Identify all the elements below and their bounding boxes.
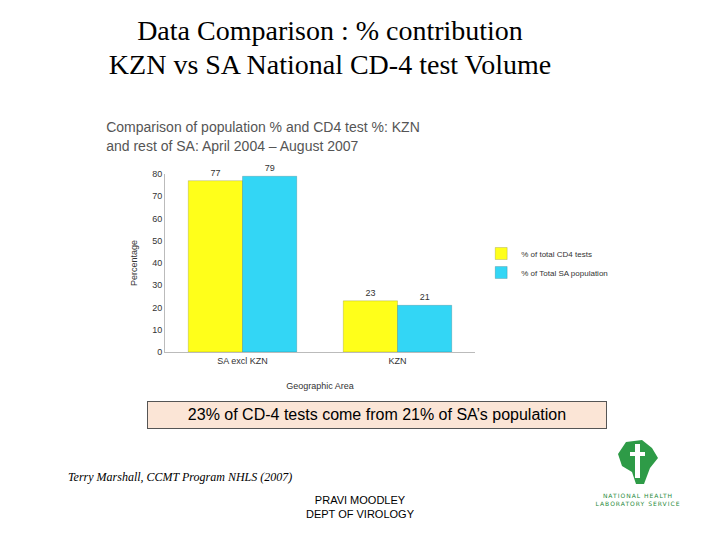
svg-text:30: 30 bbox=[152, 280, 162, 290]
svg-text:70: 70 bbox=[152, 191, 162, 201]
svg-text:50: 50 bbox=[152, 236, 162, 246]
html-text:LABORATORY SERVICE: LABORATORY SERVICE bbox=[595, 500, 681, 507]
svg-text:% of Total SA population: % of Total SA population bbox=[521, 269, 608, 278]
html-text:KZN vs SA National CD-4 test V: KZN vs SA National CD-4 test Volume bbox=[108, 49, 552, 80]
svg-text:KZN: KZN bbox=[389, 356, 407, 366]
svg-text:60: 60 bbox=[152, 214, 162, 224]
svg-text:Geographic Area: Geographic Area bbox=[286, 381, 354, 391]
svg-text:21: 21 bbox=[420, 292, 430, 302]
svg-text:40: 40 bbox=[152, 258, 162, 268]
html-text:Terry Marshall, CCMT Program N: Terry Marshall, CCMT Program NHLS (2007) bbox=[68, 470, 293, 484]
html-text:DEPT OF VIROLOGY: DEPT OF VIROLOGY bbox=[306, 508, 414, 520]
svg-text:10: 10 bbox=[152, 325, 162, 335]
svg-text:79: 79 bbox=[265, 163, 275, 173]
svg-text:Percentage: Percentage bbox=[129, 240, 139, 286]
svg-text:SA excl KZN: SA excl KZN bbox=[217, 356, 268, 366]
svg-text:23: 23 bbox=[365, 288, 375, 298]
html-text:23% of CD-4 tests come from 21: 23% of CD-4 tests come from 21% of SA’s … bbox=[187, 406, 567, 423]
svg-text:77: 77 bbox=[210, 168, 220, 178]
html-text:NATIONAL HEALTH: NATIONAL HEALTH bbox=[602, 492, 674, 499]
svg-text:80: 80 bbox=[152, 169, 162, 179]
svg-text:% of total CD4 tests: % of total CD4 tests bbox=[521, 250, 592, 259]
html-text:Data Comparison : % contributi: Data Comparison : % contribution bbox=[137, 15, 523, 46]
html-text:PRAVI MOODLEY: PRAVI MOODLEY bbox=[314, 494, 406, 506]
svg-text:Comparison of population % and: Comparison of population % and CD4 test … bbox=[106, 119, 420, 153]
svg-text:0: 0 bbox=[157, 347, 162, 357]
svg-text:20: 20 bbox=[152, 303, 162, 313]
